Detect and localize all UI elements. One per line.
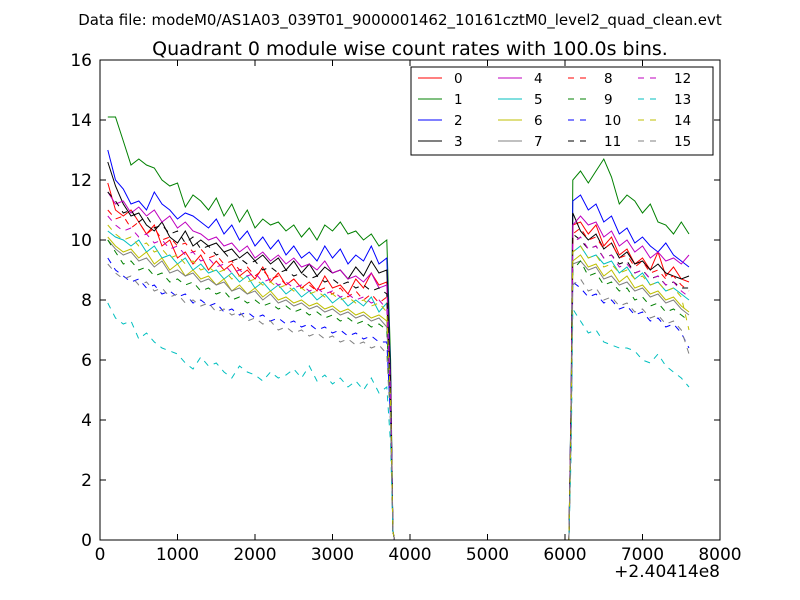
y-tick-label: 12: [70, 171, 92, 191]
legend-label-6: 6: [534, 113, 543, 129]
legend-label-7: 7: [534, 134, 543, 150]
y-tick-label: 0: [81, 531, 92, 551]
series-line-7: [107, 239, 690, 541]
series-line-1: [107, 116, 690, 541]
x-offset-label: +2.40414e8: [614, 562, 720, 582]
x-tick-label: 2000: [233, 545, 276, 565]
legend-box: [410, 66, 714, 156]
x-tick-label: 8000: [698, 545, 741, 565]
legend-label-14: 14: [674, 113, 691, 129]
y-tick-label: 10: [70, 231, 92, 251]
legend-label-5: 5: [534, 92, 543, 108]
y-tick-label: 6: [81, 351, 92, 371]
x-tick-label: 0: [95, 545, 106, 565]
legend-label-8: 8: [604, 71, 613, 87]
supertitle: Data file: modeM0/AS1A03_039T01_90000014…: [78, 11, 722, 30]
series-line-6: [107, 236, 690, 541]
series-line-11: [107, 191, 689, 541]
legend-label-11: 11: [604, 134, 621, 150]
legend-label-3: 3: [454, 134, 463, 150]
y-tick-label: 4: [81, 411, 92, 431]
x-tick-label: 1000: [156, 545, 199, 565]
legend-label-2: 2: [454, 113, 463, 129]
axis-ticks: 0 1000 2000 3000 4000 5000 6000 7000 80000246810…: [70, 51, 741, 565]
chart-title: Quadrant 0 module wise count rates with …: [152, 38, 668, 60]
x-tick-label: 4000: [388, 545, 431, 565]
y-tick-label: 16: [70, 51, 92, 71]
series-line-2: [107, 149, 690, 541]
x-tick-label: 3000: [311, 545, 354, 565]
legend-label-0: 0: [454, 71, 463, 87]
series-line-15: [107, 263, 690, 541]
legend-label-10: 10: [604, 113, 621, 129]
legend-label-1: 1: [454, 92, 463, 108]
legend-label-13: 13: [674, 92, 691, 108]
y-tick-label: 2: [81, 471, 92, 491]
y-tick-label: 14: [70, 111, 92, 131]
x-tick-label: 7000: [621, 545, 664, 565]
legend-label-15: 15: [674, 134, 691, 150]
series-line-5: [107, 230, 690, 541]
legend-label-4: 4: [534, 71, 543, 87]
y-tick-label: 8: [81, 291, 92, 311]
series-line-13: [107, 302, 690, 541]
x-tick-label: 5000: [466, 545, 509, 565]
plot-lines: [107, 116, 690, 541]
series-line-8: [107, 209, 690, 541]
legend-label-9: 9: [604, 92, 613, 108]
series-line-9: [107, 239, 690, 541]
series-line-4: [107, 191, 690, 541]
series-line-0: [107, 182, 690, 541]
legend-label-12: 12: [674, 71, 691, 87]
x-tick-label: 6000: [543, 545, 586, 565]
